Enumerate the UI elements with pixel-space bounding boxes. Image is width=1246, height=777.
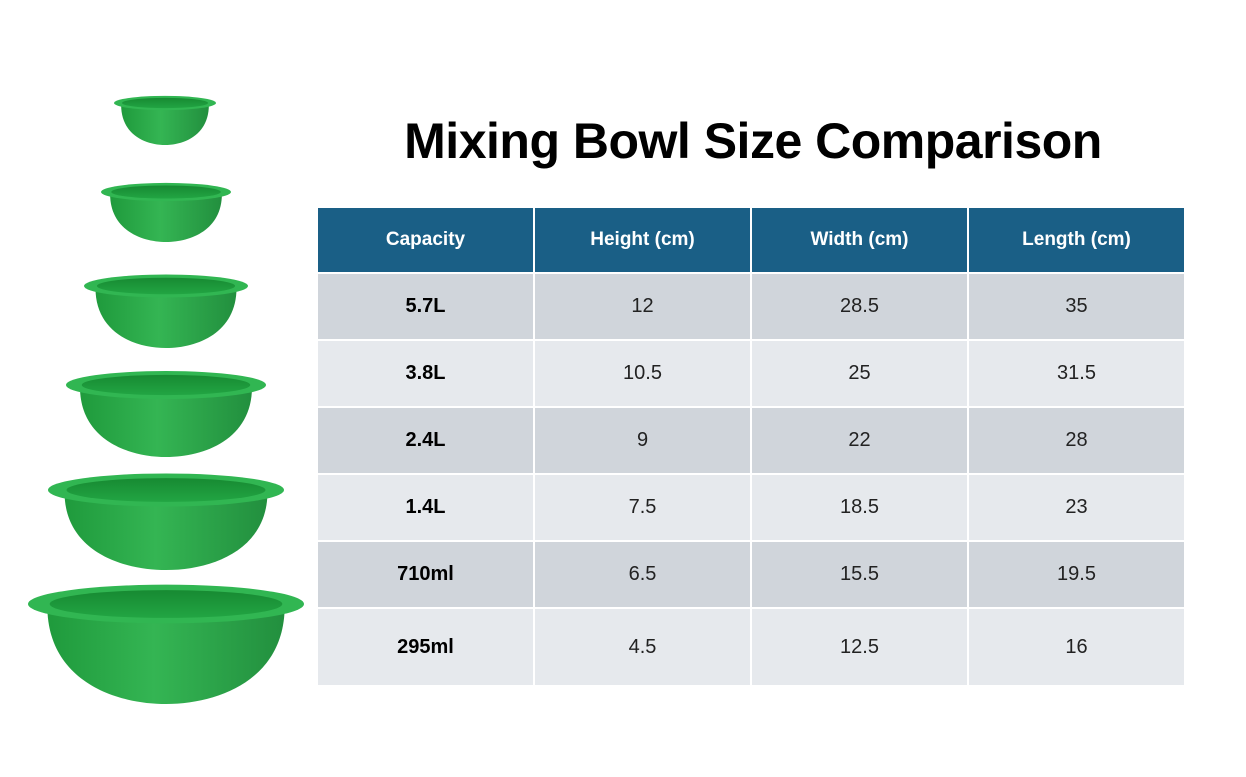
cell-capacity: 1.4L: [318, 475, 533, 540]
cell-capacity: 3.8L: [318, 341, 533, 406]
cell-width: 25: [752, 341, 967, 406]
header-length: Length (cm): [969, 208, 1184, 272]
cell-length: 31.5: [969, 341, 1184, 406]
header-capacity: Capacity: [318, 208, 533, 272]
cell-width: 15.5: [752, 542, 967, 607]
cell-length: 16: [969, 609, 1184, 685]
table-row: 5.7L 12 28.5 35: [318, 274, 1184, 339]
bowl-illustrations: [0, 0, 318, 777]
bowl-icon: [101, 182, 231, 242]
header-height: Height (cm): [535, 208, 750, 272]
cell-width: 12.5: [752, 609, 967, 685]
cell-length: 19.5: [969, 542, 1184, 607]
table-row: 2.4L 9 22 28: [318, 408, 1184, 473]
bowl-icon: [66, 371, 266, 457]
header-width: Width (cm): [752, 208, 967, 272]
cell-height: 7.5: [535, 475, 750, 540]
size-table: Capacity Height (cm) Width (cm) Length (…: [316, 206, 1186, 687]
table-row: 3.8L 10.5 25 31.5: [318, 341, 1184, 406]
cell-height: 10.5: [535, 341, 750, 406]
table-header-row: Capacity Height (cm) Width (cm) Length (…: [318, 208, 1184, 272]
cell-width: 22: [752, 408, 967, 473]
bowl-icon: [114, 95, 216, 145]
bowl-icon: [84, 274, 248, 348]
cell-height: 12: [535, 274, 750, 339]
table-row: 1.4L 7.5 18.5 23: [318, 475, 1184, 540]
cell-capacity: 295ml: [318, 609, 533, 685]
table-row: 295ml 4.5 12.5 16: [318, 609, 1184, 685]
cell-capacity: 2.4L: [318, 408, 533, 473]
cell-width: 18.5: [752, 475, 967, 540]
bowl-icon: [48, 473, 284, 570]
cell-length: 35: [969, 274, 1184, 339]
page-title: Mixing Bowl Size Comparison: [404, 113, 1102, 169]
table-row: 710ml 6.5 15.5 19.5: [318, 542, 1184, 607]
cell-height: 6.5: [535, 542, 750, 607]
bowl-icon: [28, 584, 304, 704]
cell-height: 4.5: [535, 609, 750, 685]
cell-capacity: 710ml: [318, 542, 533, 607]
cell-width: 28.5: [752, 274, 967, 339]
cell-capacity: 5.7L: [318, 274, 533, 339]
cell-length: 28: [969, 408, 1184, 473]
cell-length: 23: [969, 475, 1184, 540]
cell-height: 9: [535, 408, 750, 473]
bowls-svg: [28, 95, 304, 704]
